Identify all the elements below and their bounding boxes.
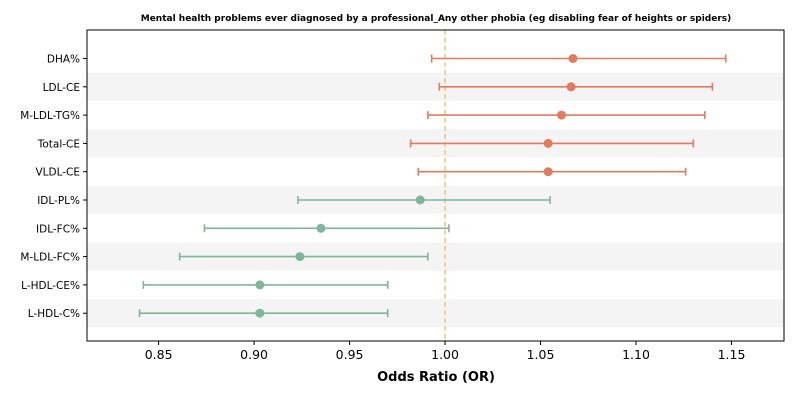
x-tick-label: 1.05 [527,347,555,362]
x-tick-label: 0.85 [145,347,173,362]
or-point [566,82,576,92]
y-tick-label: M-LDL-FC% [20,252,80,264]
or-point [295,252,305,262]
y-tick-label: IDL-PL% [37,195,80,207]
or-point [415,195,425,205]
or-point [568,54,578,63]
y-tick-label: Total-CE [37,138,80,150]
or-point [543,167,553,177]
y-axis: DHA% LDL-CE M-LDL-TG% Total-CE VLDL-CE IDL-PL… [20,54,87,320]
y-tick-label: L-HDL-C% [28,308,80,320]
x-tick-label: 1.15 [718,347,746,362]
y-tick-label: LDL-CE [43,82,80,94]
or-point [255,308,265,318]
x-tick-label: 1.10 [622,347,650,362]
y-tick-label: DHA% [47,54,80,66]
chart-title: Mental health problems ever diagnosed by… [141,14,732,24]
x-tick-label: 1.00 [431,347,459,362]
y-tick-label: L-HDL-CE% [21,280,80,292]
y-tick-label: IDL-FC% [36,223,80,235]
or-point [543,138,553,148]
or-point [255,280,265,290]
x-tick-label: 0.95 [336,347,364,362]
x-axis-label: Odds Ratio (OR) [377,370,495,385]
x-axis: 0.85 0.90 0.95 1.00 1.05 1.10 1.15 [145,341,746,362]
x-tick-label: 0.90 [240,347,268,362]
y-tick-label: VLDL-CE [35,167,80,179]
plot-frame [86,29,785,342]
y-tick-label: M-LDL-TG% [20,110,80,122]
or-point [557,110,567,120]
or-point [316,223,326,233]
series-group [138,54,727,318]
